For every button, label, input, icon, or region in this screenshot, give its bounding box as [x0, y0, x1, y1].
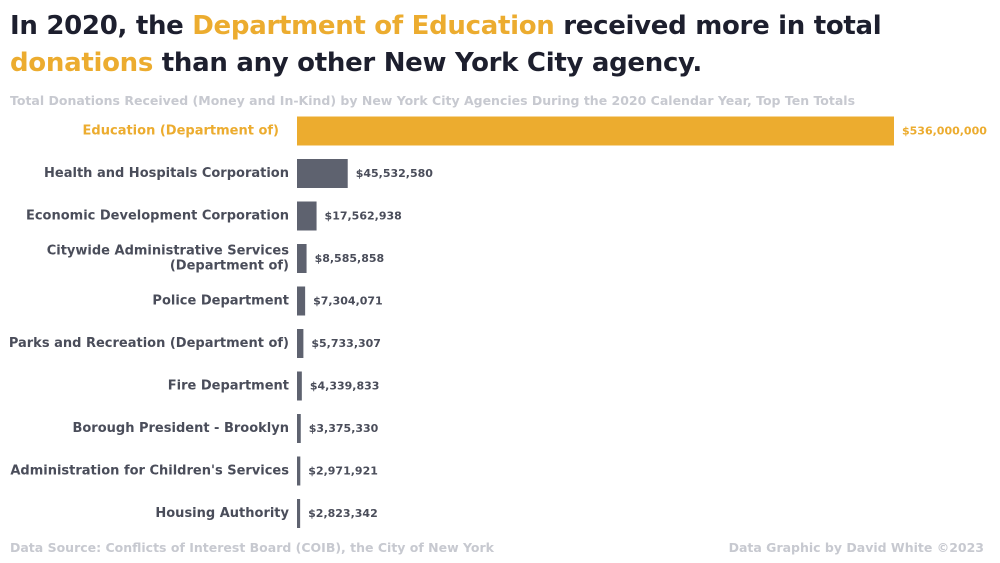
value-label-9: $2,823,342 [308, 507, 378, 520]
headline: In 2020, the Department of Education rec… [10, 8, 990, 82]
bar-2 [297, 201, 317, 231]
bar-0 [297, 116, 894, 146]
value-label-6: $4,339,833 [310, 380, 380, 393]
category-label-1: Health and Hospitals Corporation [44, 166, 289, 181]
category-label-8: Administration for Children's Services [10, 464, 289, 479]
headline-part-1: In 2020, the [10, 11, 193, 41]
category-label-6: Fire Department [168, 379, 289, 394]
value-label-2: $17,562,938 [325, 210, 402, 223]
category-label-5: Parks and Recreation (Department of) [9, 336, 289, 351]
bar-9 [297, 499, 301, 528]
bar-7 [297, 414, 301, 443]
chart-subtitle: Total Donations Received (Money and In-K… [10, 93, 856, 108]
headline-part-2: received more in total [554, 11, 882, 41]
bar-6 [297, 371, 302, 401]
value-label-1: $45,532,580 [356, 167, 434, 180]
bar-5 [297, 329, 304, 358]
bar-1 [297, 159, 348, 188]
value-label-0: $536,000,000 [902, 125, 987, 138]
category-label-4: Police Department [152, 294, 289, 309]
value-label-4: $7,304,071 [313, 295, 383, 308]
category-label-3: Citywide Administrative Services (Departm… [47, 244, 290, 274]
value-label-3: $8,585,858 [315, 252, 385, 265]
credit-note: Data Graphic by David White ©2023 [728, 540, 984, 555]
bar-4 [297, 286, 306, 316]
headline-highlight-department: Department of Education [192, 11, 555, 41]
bar-3 [297, 244, 307, 273]
value-label-5: $5,733,307 [311, 337, 381, 350]
category-label-9: Housing Authority [155, 506, 289, 521]
value-label-8: $2,971,921 [308, 465, 378, 478]
data-source-note: Data Source: Conflicts of Interest Board… [10, 540, 494, 555]
bar-8 [297, 456, 301, 486]
headline-part-3: than any other New York City agency. [153, 48, 702, 78]
category-label-0: Education (Department of) [83, 124, 279, 139]
headline-highlight-donations: donations [10, 48, 154, 78]
value-label-7: $3,375,330 [309, 422, 379, 435]
category-label-2: Economic Development Corporation [26, 209, 289, 224]
category-label-7: Borough President - Brooklyn [72, 421, 289, 436]
bar-chart: $536,000,000 Education (Department of) $45… [9, 116, 987, 528]
